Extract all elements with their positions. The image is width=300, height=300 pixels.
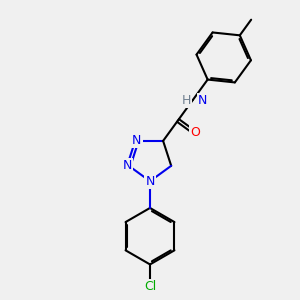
Text: N: N [123, 159, 132, 172]
Text: N: N [145, 175, 155, 188]
Text: Cl: Cl [144, 280, 156, 293]
Text: O: O [190, 126, 200, 139]
Text: N: N [198, 94, 208, 106]
Text: N: N [132, 134, 142, 147]
Text: H: H [182, 94, 191, 106]
